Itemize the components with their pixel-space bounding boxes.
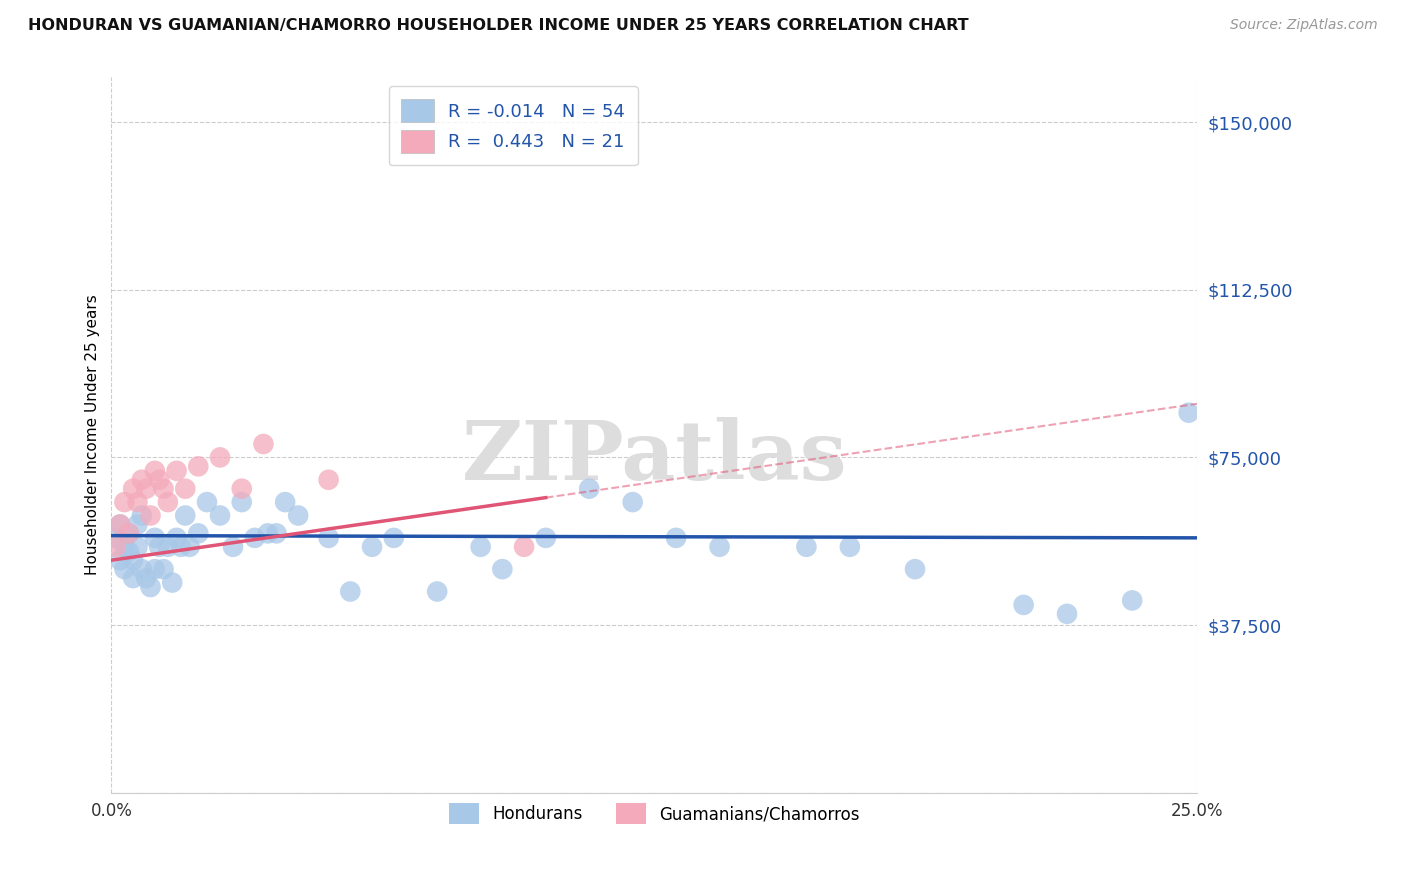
- Point: [108, 553, 131, 567]
- Point: [287, 508, 309, 523]
- Y-axis label: Householder Income Under 25 years: Householder Income Under 25 years: [86, 294, 100, 575]
- Point: [231, 495, 253, 509]
- Point: [127, 540, 149, 554]
- Point: [139, 580, 162, 594]
- Point: [127, 495, 149, 509]
- Legend: Hondurans, Guamanians/Chamorros: Hondurans, Guamanians/Chamorros: [439, 793, 870, 834]
- Point: [135, 571, 157, 585]
- Point: [118, 526, 141, 541]
- Point: [108, 517, 131, 532]
- Point: [1056, 607, 1078, 621]
- Point: [252, 437, 274, 451]
- Point: [470, 540, 492, 554]
- Point: [166, 464, 188, 478]
- Point: [166, 531, 188, 545]
- Point: [513, 540, 536, 554]
- Point: [118, 526, 141, 541]
- Point: [118, 544, 141, 558]
- Point: [148, 540, 170, 554]
- Point: [256, 526, 278, 541]
- Point: [187, 459, 209, 474]
- Point: [122, 482, 145, 496]
- Point: [187, 526, 209, 541]
- Point: [104, 531, 127, 545]
- Point: [339, 584, 361, 599]
- Point: [152, 562, 174, 576]
- Point: [156, 540, 179, 554]
- Point: [534, 531, 557, 545]
- Point: [208, 450, 231, 465]
- Point: [1012, 598, 1035, 612]
- Point: [143, 531, 166, 545]
- Point: [131, 562, 153, 576]
- Point: [174, 482, 197, 496]
- Point: [143, 464, 166, 478]
- Point: [222, 540, 245, 554]
- Point: [195, 495, 218, 509]
- Point: [274, 495, 297, 509]
- Point: [135, 482, 157, 496]
- Point: [904, 562, 927, 576]
- Point: [426, 584, 449, 599]
- Point: [179, 540, 201, 554]
- Point: [108, 517, 131, 532]
- Point: [114, 540, 136, 554]
- Point: [231, 482, 253, 496]
- Point: [838, 540, 860, 554]
- Point: [665, 531, 688, 545]
- Point: [131, 473, 153, 487]
- Point: [104, 540, 127, 554]
- Point: [1177, 406, 1199, 420]
- Point: [318, 531, 340, 545]
- Point: [266, 526, 288, 541]
- Point: [139, 508, 162, 523]
- Text: HONDURAN VS GUAMANIAN/CHAMORRO HOUSEHOLDER INCOME UNDER 25 YEARS CORRELATION CHA: HONDURAN VS GUAMANIAN/CHAMORRO HOUSEHOLD…: [28, 18, 969, 33]
- Point: [152, 482, 174, 496]
- Point: [382, 531, 405, 545]
- Point: [131, 508, 153, 523]
- Text: Source: ZipAtlas.com: Source: ZipAtlas.com: [1230, 18, 1378, 32]
- Text: ZIPatlas: ZIPatlas: [461, 417, 848, 497]
- Point: [578, 482, 600, 496]
- Point: [174, 508, 197, 523]
- Point: [122, 571, 145, 585]
- Point: [148, 473, 170, 487]
- Point: [361, 540, 384, 554]
- Point: [1121, 593, 1143, 607]
- Point: [796, 540, 818, 554]
- Point: [160, 575, 183, 590]
- Point: [491, 562, 513, 576]
- Point: [127, 517, 149, 532]
- Point: [114, 562, 136, 576]
- Point: [208, 508, 231, 523]
- Point: [114, 495, 136, 509]
- Point: [709, 540, 731, 554]
- Point: [170, 540, 193, 554]
- Point: [243, 531, 266, 545]
- Point: [122, 553, 145, 567]
- Point: [621, 495, 644, 509]
- Point: [143, 562, 166, 576]
- Point: [318, 473, 340, 487]
- Point: [156, 495, 179, 509]
